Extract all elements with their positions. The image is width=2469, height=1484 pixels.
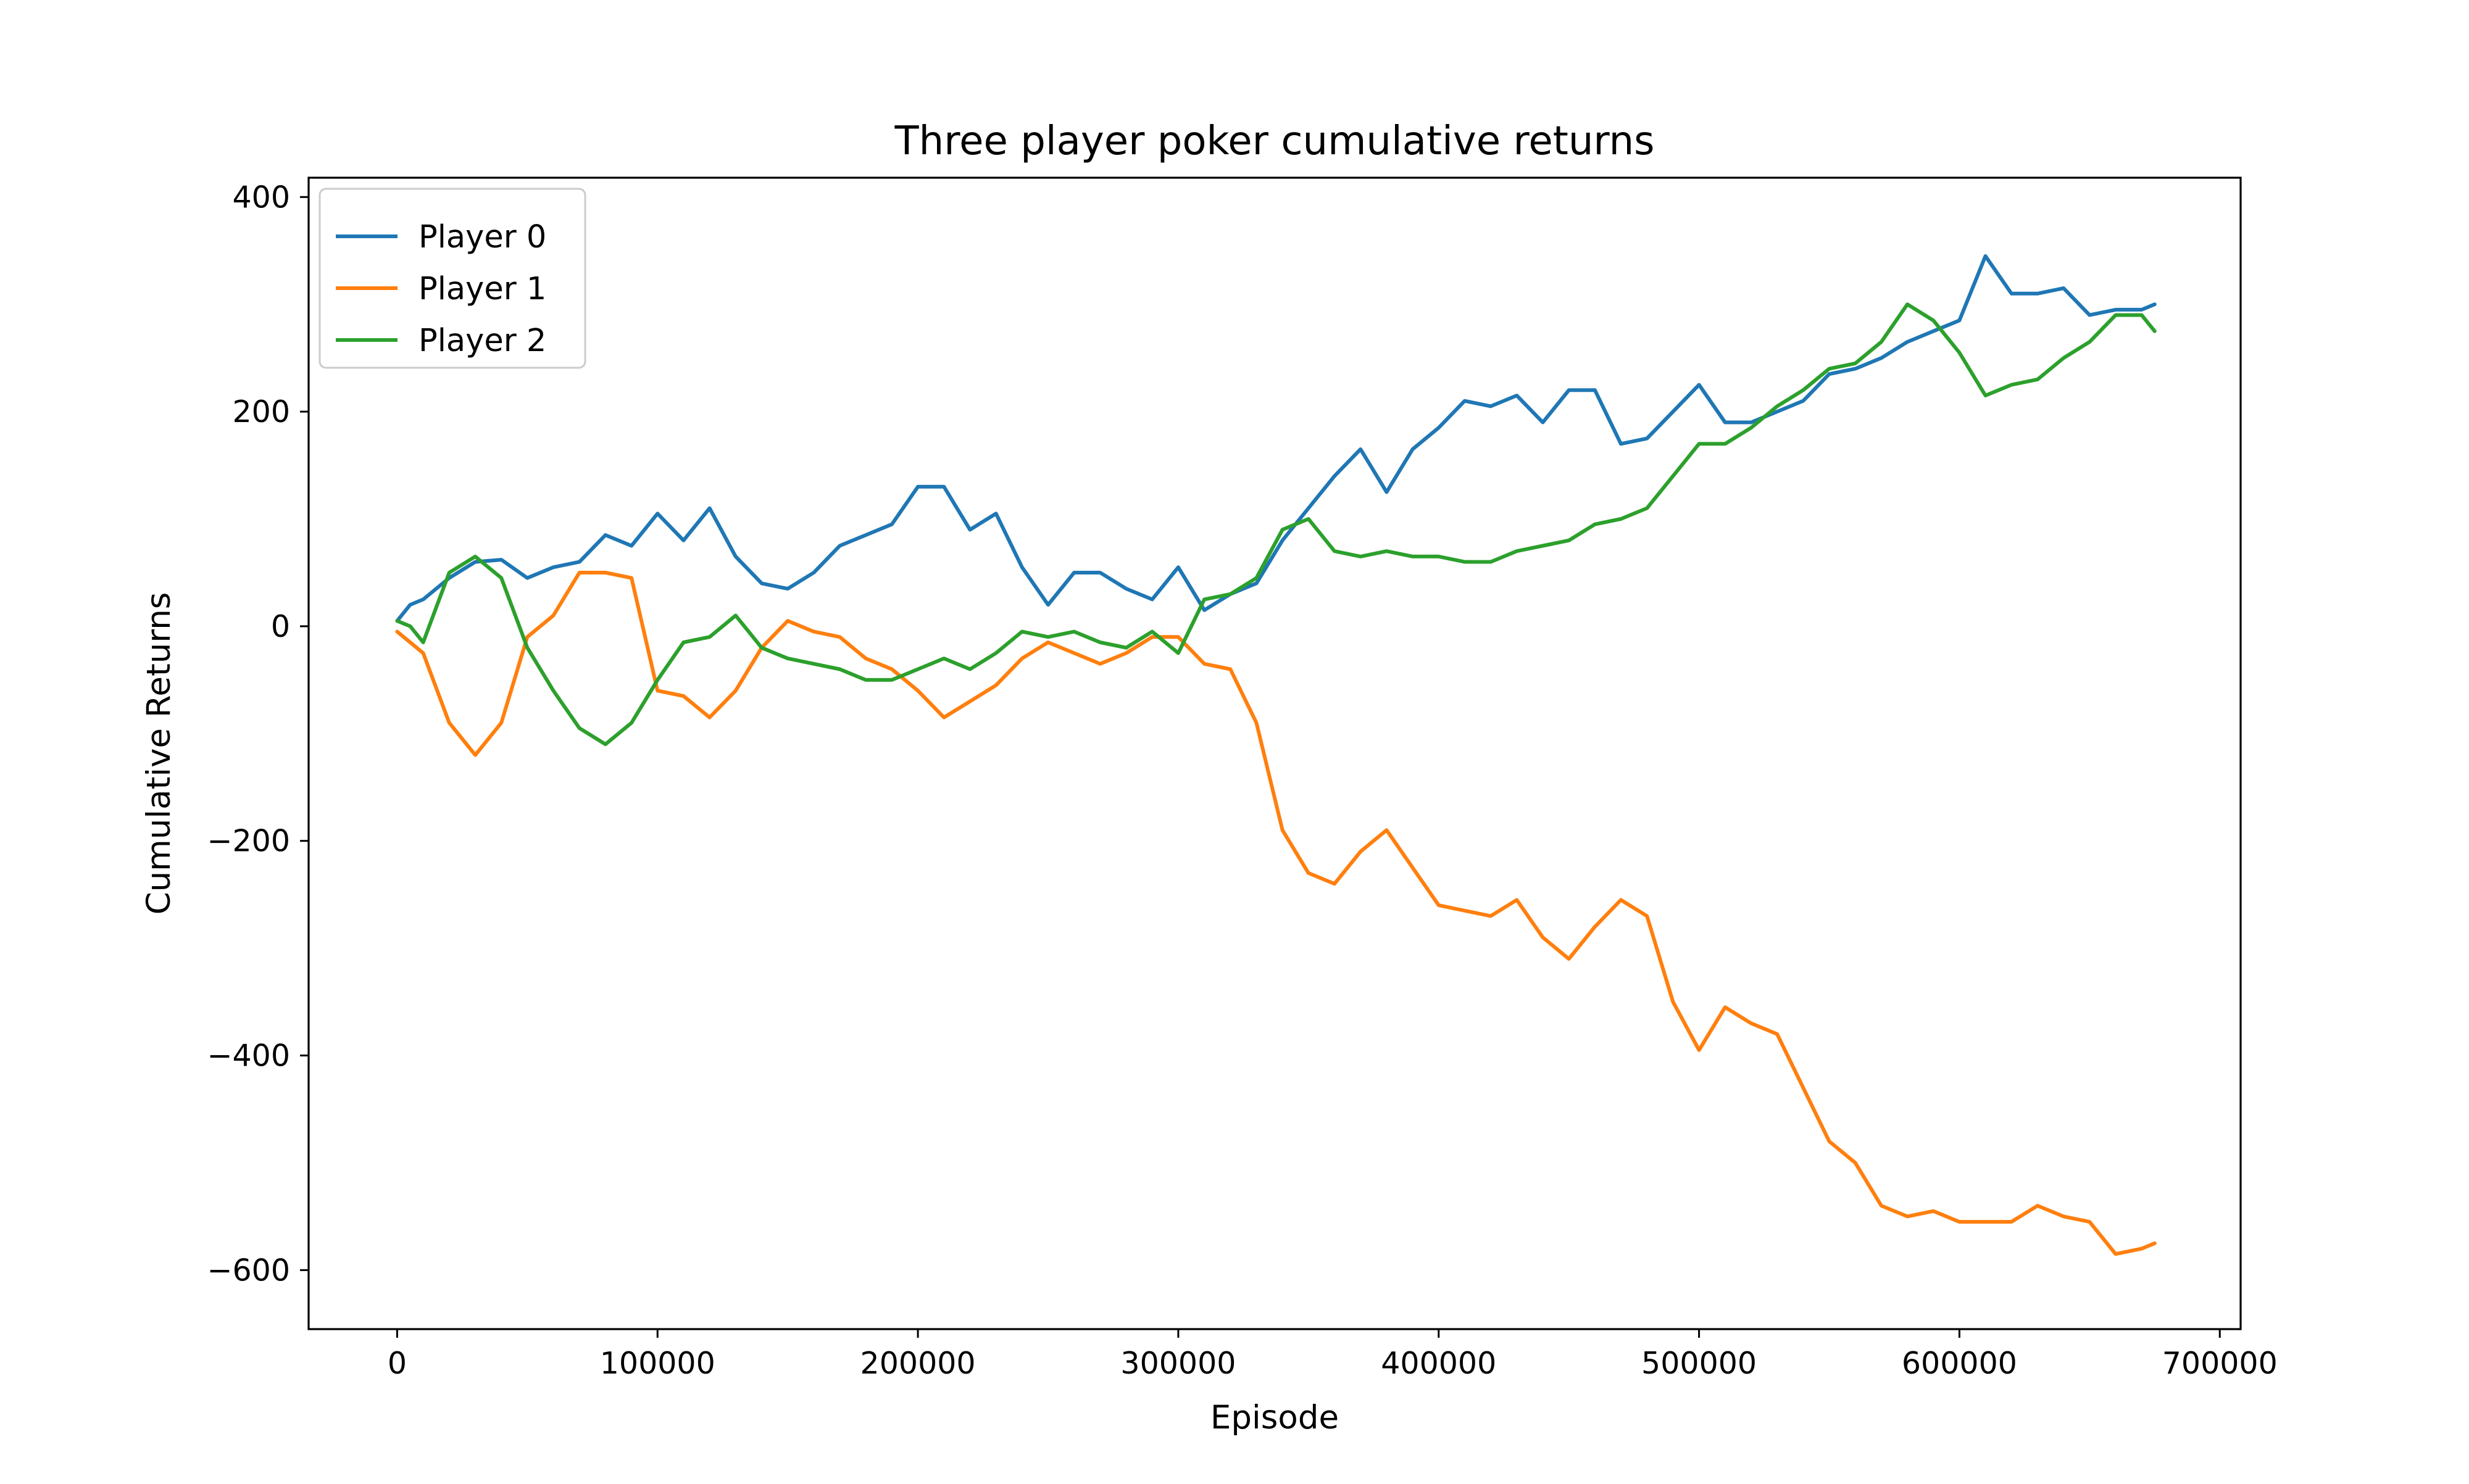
x-tick-label: 0 xyxy=(388,1346,407,1381)
chart-title: Three player poker cumulative returns xyxy=(894,118,1655,164)
plot-frame xyxy=(307,176,2242,1330)
legend-label-player-2: Player 2 xyxy=(418,323,546,359)
x-tick-label: 100000 xyxy=(600,1346,715,1381)
y-tick-label: 200 xyxy=(232,394,290,429)
x-axis-label: Episode xyxy=(1210,1399,1339,1436)
y-tick-label: −400 xyxy=(207,1038,290,1074)
y-tick-label: 0 xyxy=(271,609,290,644)
series-line-player-0 xyxy=(395,254,2157,623)
y-tick-label: 400 xyxy=(232,180,290,215)
y-tick-label: −200 xyxy=(207,824,290,859)
x-tick-label: 200000 xyxy=(860,1346,976,1381)
legend-box xyxy=(319,188,586,369)
ticks-layer: 0 100000 200000 300000 400000 500000 600000 700… xyxy=(207,180,2277,1381)
y-tick-label: −600 xyxy=(207,1253,290,1288)
x-tick-label: 500000 xyxy=(1641,1346,1757,1381)
series-line-player-1 xyxy=(395,571,2157,1256)
legend-label-player-1: Player 1 xyxy=(418,271,546,307)
x-tick-label: 400000 xyxy=(1381,1346,1496,1381)
x-tick-label: 700000 xyxy=(2162,1346,2278,1381)
legend: Player 0 Player 1 Player 2 xyxy=(319,188,586,369)
legend-label-player-0: Player 0 xyxy=(418,219,546,255)
y-axis-label: Cumulative Returns xyxy=(140,592,178,915)
x-tick-label: 600000 xyxy=(1902,1346,2017,1381)
series-layer xyxy=(395,254,2157,1256)
x-tick-label: 300000 xyxy=(1120,1346,1236,1381)
series-line-player-2 xyxy=(395,302,2157,747)
